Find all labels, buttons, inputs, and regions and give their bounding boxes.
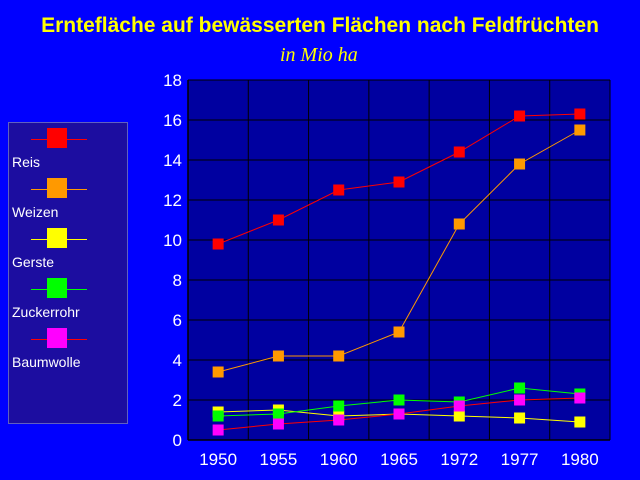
legend-item: Weizen (9, 176, 127, 226)
data-point-weizen (272, 350, 284, 362)
data-point-baumwolle (574, 392, 586, 404)
legend-swatch (47, 128, 67, 148)
data-point-reis (514, 110, 526, 122)
x-tick-label: 1980 (561, 450, 599, 469)
data-point-zuckerrohr (212, 410, 224, 422)
data-point-weizen (574, 124, 586, 136)
chart-title: Erntefläche auf bewässerten Flächen nach… (41, 14, 599, 37)
data-point-weizen (453, 218, 465, 230)
legend-swatch (47, 328, 67, 348)
data-point-baumwolle (393, 408, 405, 420)
data-point-reis (212, 238, 224, 250)
x-tick-label: 1972 (440, 450, 478, 469)
legend-label: Weizen (12, 204, 59, 220)
legend-item: Gerste (9, 226, 127, 276)
y-tick-label: 6 (173, 311, 182, 330)
data-point-reis (333, 184, 345, 196)
x-tick-label: 1977 (501, 450, 539, 469)
y-tick-label: 14 (163, 151, 182, 170)
data-point-baumwolle (272, 418, 284, 430)
legend-label: Gerste (12, 254, 55, 270)
data-point-zuckerrohr (272, 408, 284, 420)
legend-swatch (47, 278, 67, 298)
legend-label: Reis (12, 154, 41, 170)
data-point-reis (574, 108, 586, 120)
legend-label: Zuckerrohr (12, 304, 80, 320)
y-tick-label: 4 (173, 351, 182, 370)
chart-subtitle: in Mio ha (280, 44, 358, 66)
data-point-weizen (514, 158, 526, 170)
x-tick-label: 1965 (380, 450, 418, 469)
data-point-weizen (333, 350, 345, 362)
y-tick-label: 12 (163, 191, 182, 210)
legend-swatch (47, 228, 67, 248)
legend-item: Zuckerrohr (9, 276, 127, 326)
y-tick-label: 10 (163, 231, 182, 250)
legend: Reis Weizen Gerste Zuckerrohr Baumwolle (8, 122, 128, 424)
x-tick-label: 1955 (260, 450, 298, 469)
data-point-zuckerrohr (333, 400, 345, 412)
data-point-gerste (514, 412, 526, 424)
x-tick-label: 1950 (199, 450, 237, 469)
plot-area (188, 80, 610, 440)
y-tick-label: 0 (173, 431, 182, 450)
y-tick-label: 16 (163, 111, 182, 130)
data-point-gerste (453, 410, 465, 422)
legend-item: Reis (9, 126, 127, 176)
data-point-baumwolle (333, 414, 345, 426)
data-point-weizen (393, 326, 405, 338)
data-point-reis (453, 146, 465, 158)
data-point-baumwolle (453, 400, 465, 412)
data-point-reis (393, 176, 405, 188)
data-point-baumwolle (514, 394, 526, 406)
y-tick-label: 18 (163, 71, 182, 90)
legend-label: Baumwolle (12, 354, 81, 370)
data-point-zuckerrohr (393, 394, 405, 406)
y-tick-label: 2 (173, 391, 182, 410)
data-point-weizen (212, 366, 224, 378)
data-point-baumwolle (212, 424, 224, 436)
legend-swatch (47, 178, 67, 198)
data-point-zuckerrohr (514, 382, 526, 394)
data-point-reis (272, 214, 284, 226)
x-tick-label: 1960 (320, 450, 358, 469)
y-tick-label: 8 (173, 271, 182, 290)
legend-item: Baumwolle (9, 326, 127, 376)
data-point-gerste (574, 416, 586, 428)
